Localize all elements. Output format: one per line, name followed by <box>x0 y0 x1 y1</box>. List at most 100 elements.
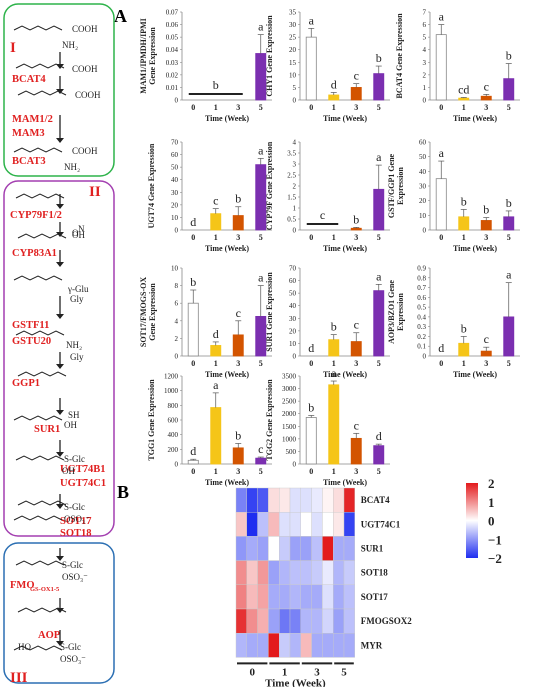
heatmap-cell-sur1-8 <box>311 536 323 561</box>
bar-week-0 <box>435 178 447 231</box>
stage-label-ii: II <box>89 184 101 200</box>
bar-week-1 <box>328 384 340 465</box>
y-tick-label: 25 <box>289 34 297 42</box>
heatmap-cell-sot17-2 <box>246 584 258 610</box>
x-tick-label: 3 <box>236 359 240 368</box>
heatmap-cell-sot18-6 <box>289 560 302 585</box>
x-tick-label: 1 <box>332 233 336 242</box>
heatmap-cell-sot18-4 <box>268 560 280 585</box>
heatmap-cell-ugt74c1-11 <box>343 512 356 537</box>
heatmap-cell-myr-10 <box>333 633 345 658</box>
chem-label-18: S-Glc <box>64 502 85 512</box>
y-tick-label: 10 <box>419 212 427 220</box>
molecule-skeleton-10 <box>13 415 63 421</box>
x-tick-label: 5 <box>259 359 263 368</box>
x-tick-label: 3 <box>354 103 358 112</box>
heatmap-cell-sot17-10 <box>333 584 345 610</box>
x-tick-label: 3 <box>236 233 240 242</box>
molecule-skeleton-1 <box>13 25 63 31</box>
heatmap-cell-sur1-1 <box>235 536 248 561</box>
chem-label-9: O <box>72 228 79 238</box>
panel-label-b: B <box>117 482 129 502</box>
gene-label-aop: AOP <box>38 630 61 641</box>
heatmap-group-label: 1 <box>282 666 288 678</box>
significance-letter: a <box>258 143 264 157</box>
y-tick-label: 1 <box>423 84 427 92</box>
y-axis-label-line: UGT74 Gene Expression <box>147 143 156 228</box>
y-tick-label: 2 <box>423 71 427 79</box>
heatmap-group-label: 0 <box>249 666 255 678</box>
chem-label-10: γ-Glu <box>67 284 89 294</box>
heatmap-cell-myr-11 <box>343 633 356 658</box>
y-tick-label: 40 <box>171 176 179 184</box>
molecule-skeleton-16 <box>13 645 63 651</box>
x-tick-label: 3 <box>484 359 488 368</box>
x-tick-label: 5 <box>259 103 263 112</box>
heatmap-cell-sot18-1 <box>235 560 248 585</box>
bar-week-0 <box>435 34 447 101</box>
y-tick-label: 60 <box>171 151 179 159</box>
bar-week-1 <box>328 339 340 357</box>
significance-letter-group: c <box>320 208 325 222</box>
x-tick-label: 5 <box>259 233 263 242</box>
stage-box-i <box>3 3 115 177</box>
gene-label-sot18: SOT18 <box>60 528 92 539</box>
pathway-arrowhead-13 <box>56 608 64 613</box>
heatmap: BCAT4 UGT74C1 SUR1 SOT18 SOT17 FMOGSOX2 MYR 0 1 3… <box>235 476 502 687</box>
y-axis-label-line: Gene Expression <box>148 27 157 85</box>
y-tick-label: 30 <box>171 189 179 197</box>
heatmap-cell-sot17-11 <box>343 584 356 610</box>
x-tick-label: 1 <box>214 359 218 368</box>
heatmap-cell-ugt74c1-10 <box>333 512 345 537</box>
heatmap-row-label: FMOGSOX2 <box>361 616 412 626</box>
significance-letter: b <box>331 320 337 334</box>
chem-label-7: OH <box>72 230 85 240</box>
y-tick-label: 0.05 <box>166 34 179 42</box>
y-tick-label: 3500 <box>282 373 297 381</box>
significance-letter: b <box>235 428 241 442</box>
y-tick-label: 2 <box>293 183 297 191</box>
x-tick-label: 0 <box>309 359 313 368</box>
y-axis-label-line: CHY1 Gene Expression <box>265 15 274 97</box>
y-tick-label: 1200 <box>164 373 179 381</box>
bar-week-1 <box>210 407 222 465</box>
significance-letter: a <box>376 150 382 164</box>
x-tick-label: 3 <box>354 359 358 368</box>
y-tick-label: 0 <box>423 227 427 235</box>
bar-week-3 <box>480 350 492 357</box>
gene-label-mam3: MAM3 <box>12 128 45 139</box>
bar-chart-4: 0 10 20 30 40 50 60 70 UGT74 Gene Expression 0 d 1 c… <box>147 139 272 253</box>
heatmap-cell-bcat4-11 <box>343 487 356 513</box>
bar-week-0 <box>187 302 199 357</box>
y-tick-label: 70 <box>289 265 297 273</box>
heatmap-cell-ugt74c1-5 <box>279 512 291 537</box>
significance-letter: a <box>506 268 512 282</box>
significance-letter-group: b <box>213 78 219 92</box>
heatmap-cell-sot17-4 <box>268 584 280 610</box>
heatmap-cell-sot18-7 <box>300 560 312 585</box>
y-axis-label: CYP79F Gene Expression <box>265 141 274 230</box>
heatmap-cell-ugt74c1-7 <box>300 512 312 537</box>
y-tick-label: 40 <box>289 302 297 310</box>
heatmap-cell-sot18-8 <box>311 560 323 585</box>
pathway-arrowhead-1 <box>56 64 64 69</box>
y-tick-label: 0 <box>423 353 427 361</box>
significance-letter: d <box>190 215 196 229</box>
significance-letter: c <box>484 332 489 346</box>
heatmap-cell-bcat4-2 <box>246 487 258 513</box>
heatmap-cell-ugt74c1-8 <box>311 512 323 537</box>
significance-letter: b <box>235 192 241 206</box>
gene-label-mam1-2: MAM1/2 <box>12 114 53 125</box>
y-tick-label: 3.5 <box>287 150 296 158</box>
y-tick-label: 0.8 <box>417 274 426 282</box>
bar-week-1 <box>458 97 470 101</box>
x-tick-label: 5 <box>377 233 381 242</box>
y-tick-label: 0.5 <box>417 304 426 312</box>
bar-chart-1: 0 0.01 0.02 0.03 0.04 0.05 0.06 0.07 MAM1/IPMDH/… <box>139 9 272 123</box>
y-axis-label: TGG2 Gene Expression <box>265 379 274 461</box>
y-axis-label-line: Expression <box>396 293 405 331</box>
pathway-arrowhead-10 <box>56 452 64 457</box>
significance-letter: b <box>506 196 512 210</box>
y-tick-label: 0.06 <box>166 21 179 29</box>
heatmap-cell-ugt74c1-2 <box>246 512 258 537</box>
